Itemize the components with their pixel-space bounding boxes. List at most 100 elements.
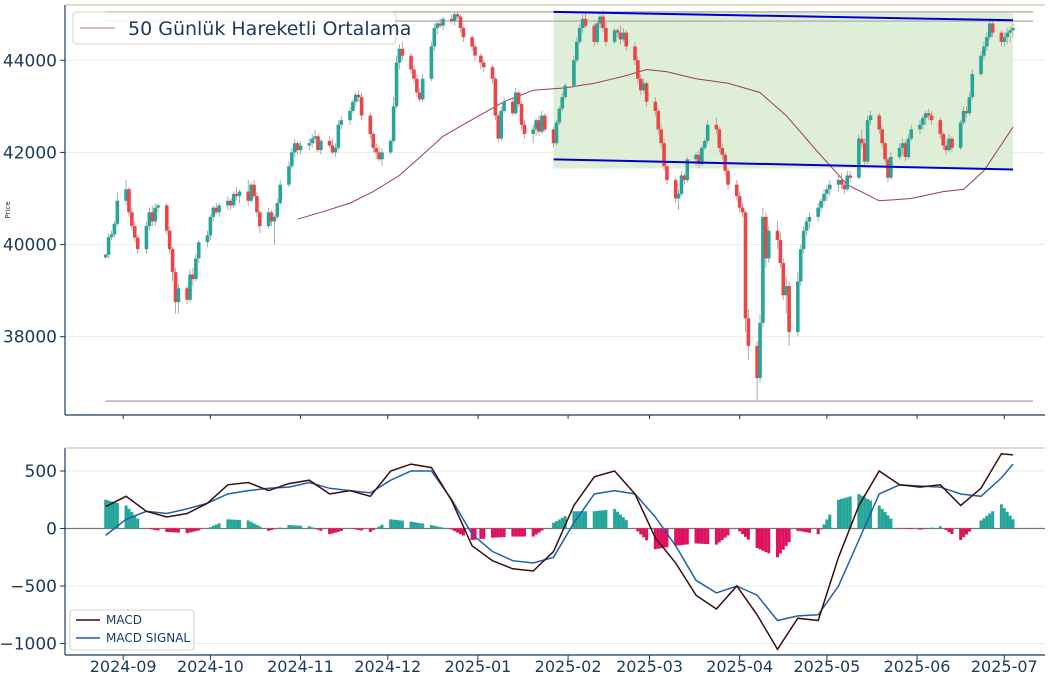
macd-histogram-bar [909, 528, 913, 530]
x-axis: 2024-09 2024-10 2024-11 2024-12 2025-01 2025-… [90, 415, 1038, 676]
macd-histogram-bar [133, 515, 137, 529]
macd-histogram-bar [918, 528, 922, 530]
legend-signal-label: MACD SIGNAL [106, 631, 190, 645]
x-tick-label: 2024-11 [267, 657, 334, 676]
candle-body [537, 120, 541, 132]
macd-histogram-bar [598, 510, 602, 529]
candle-body [990, 23, 995, 33]
macd-histogram-bar [438, 527, 442, 529]
candle-body [644, 83, 649, 102]
macd-histogram-bar [828, 514, 832, 529]
macd-histogram-bar [188, 528, 192, 533]
candle-body [522, 124, 527, 134]
candle-body [531, 129, 535, 134]
candle-body [944, 145, 948, 151]
macd-histogram-bar [450, 528, 454, 530]
macd-histogram-bar [194, 528, 198, 532]
macd-histogram-bar [368, 528, 372, 532]
candle-body [185, 288, 189, 300]
candle-body [662, 143, 666, 167]
macd-line [105, 453, 1014, 651]
x-tick-label: 2025-06 [884, 657, 951, 676]
candle-body [208, 216, 213, 236]
macd-histogram-bar [389, 519, 393, 529]
macd-histogram-bar [720, 528, 724, 540]
macd-histogram-bar [554, 521, 558, 529]
candle-body [1002, 37, 1007, 42]
macd-histogram-bar [211, 525, 215, 529]
macd-histogram-bar [165, 528, 169, 532]
candle-body [124, 189, 128, 201]
candle-body [339, 120, 344, 125]
macd-histogram-bar [645, 528, 649, 541]
macd-histogram-bar [845, 497, 849, 529]
candle-body [292, 143, 297, 153]
candle-body [153, 207, 157, 222]
candle-body [697, 154, 701, 164]
macd-histogram-bar [703, 528, 707, 544]
candle-body [740, 207, 745, 213]
candle-body [490, 67, 495, 79]
candle-body [720, 147, 725, 155]
candle-body [714, 124, 719, 130]
macd-histogram-bar [278, 527, 282, 529]
macd-histogram-bar [726, 528, 730, 536]
candle-body [391, 106, 396, 141]
macd-histogram-bar [537, 528, 541, 533]
macd-histogram-bar [226, 519, 230, 529]
macd-histogram-bar [886, 515, 890, 529]
candle-body [511, 101, 515, 114]
candle-body [135, 237, 140, 250]
macd-histogram-bar [959, 528, 963, 540]
macd-histogram-bar [796, 528, 800, 531]
macd-histogram-bar [857, 494, 861, 529]
candle-body [705, 124, 710, 141]
macd-histogram-bar [395, 519, 399, 529]
macd-histogram-bar [258, 526, 262, 529]
macd-tick-label: 500 [25, 462, 57, 482]
legend-macd-label: MACD [106, 613, 142, 627]
candle-body [400, 48, 405, 56]
macd-histogram-bar [616, 511, 620, 529]
x-tick-label: 2025-01 [445, 657, 512, 676]
macd-histogram-bar [697, 528, 701, 544]
macd-histogram-bar [490, 528, 494, 538]
candle-body [272, 216, 277, 222]
candle-body [540, 115, 544, 132]
candle-body [761, 216, 765, 323]
macd-histogram-bar [331, 528, 335, 534]
macd-histogram-bar [761, 528, 765, 551]
candle-body [999, 32, 1004, 42]
macd-histogram-bar [168, 528, 172, 533]
macd-histogram-bar [360, 528, 364, 531]
macd-histogram-bar [883, 512, 887, 529]
macd-legend: MACD MACD SIGNAL [69, 609, 195, 651]
candle-body [618, 32, 623, 40]
macd-histogram-bar [473, 528, 477, 540]
candle-body [598, 16, 602, 24]
price-tick-label: 40000 [3, 236, 57, 256]
candle-body [214, 207, 219, 213]
candle-body [979, 55, 983, 75]
macd-histogram-bar [339, 528, 343, 531]
candle-body [700, 147, 704, 164]
candle-body [1008, 30, 1012, 33]
candle-body [176, 288, 181, 303]
macd-histogram-bar [357, 528, 361, 530]
macd-histogram-bar [819, 528, 823, 530]
macd-histogram-bar [991, 511, 995, 529]
candle-body [103, 254, 108, 258]
candle-body [857, 138, 861, 178]
macd-histogram-bar [502, 528, 506, 538]
candle-body [307, 143, 312, 146]
candle-body [417, 92, 422, 100]
macd-histogram-bar [208, 527, 212, 529]
candle-body [316, 136, 320, 151]
candle-body [641, 83, 646, 91]
macd-histogram-bar [962, 528, 966, 538]
macd-histogram-bar [290, 525, 294, 529]
candle-body [275, 203, 280, 217]
macd-histogram-bar [950, 528, 954, 535]
macd-histogram-bar [764, 528, 768, 552]
candle-body [115, 200, 120, 224]
